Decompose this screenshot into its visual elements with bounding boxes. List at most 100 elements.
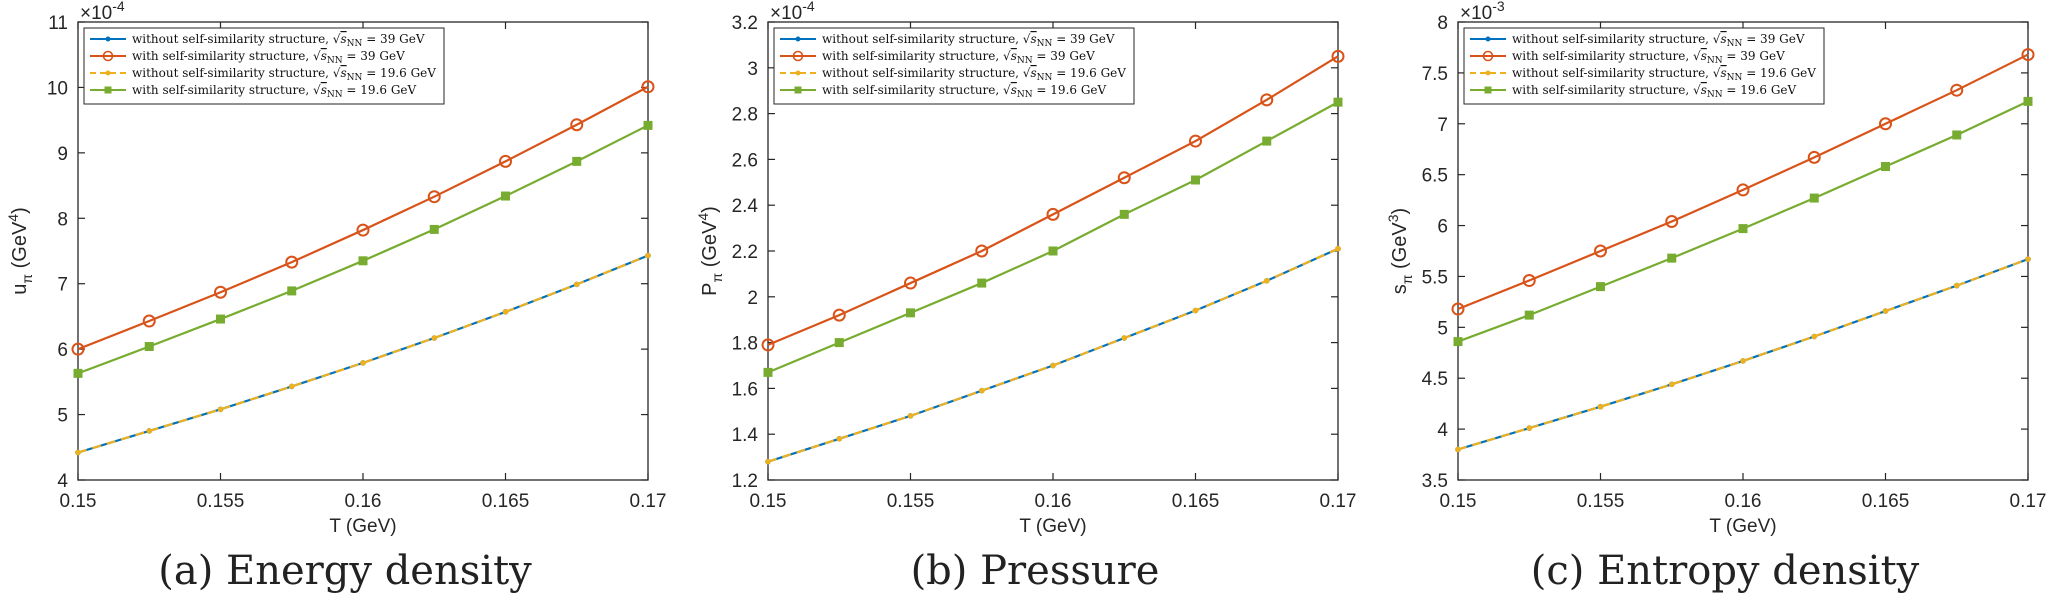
data-point: [1192, 307, 1199, 314]
y-tick-label: 8: [1437, 13, 1448, 34]
legend-marker: [104, 86, 112, 94]
caption-letter: (a): [158, 548, 214, 594]
data-point: [1738, 224, 1748, 234]
y-tick-label: 1.4: [732, 425, 759, 446]
data-point: [1597, 403, 1604, 410]
y-tick-label: 2.6: [732, 150, 758, 171]
data-point: [144, 342, 154, 352]
data-point: [761, 338, 775, 352]
data-point: [1191, 175, 1200, 185]
x-tick-label: 0.15: [750, 491, 787, 512]
y-tick-label: 5.5: [1422, 267, 1448, 288]
data-point: [356, 223, 370, 237]
legend-marker: [1485, 70, 1491, 76]
data-point: [645, 252, 651, 259]
data-point: [904, 276, 917, 290]
chart-entropy-density: 0.15 0.155 0.16 0.165 0.17 3.5 4 4.5 5 5.5 6 6.5 7 7.…: [1385, 0, 2047, 537]
data-point: [1881, 162, 1890, 172]
y-axis-exponent: ×10-4: [80, 0, 125, 24]
x-tick-label: 0.17: [630, 491, 667, 512]
data-point: [431, 335, 438, 341]
y-tick-label: 5: [1437, 318, 1448, 339]
data-point: [287, 286, 297, 296]
series-line-3: [77, 254, 649, 454]
legend-marker: [795, 70, 801, 76]
y-tick-label: 7: [57, 275, 68, 296]
legend-marker: [1482, 50, 1494, 62]
x-tick-label: 0.155: [887, 491, 935, 512]
x-axis-label: T (GeV): [329, 516, 396, 537]
y-axis-label: Pπ (GeV4): [695, 206, 725, 296]
legend-marker: [105, 70, 111, 76]
x-tick-label: 0.165: [1862, 491, 1910, 512]
data-point: [978, 387, 985, 394]
y-tick-label: 7: [1437, 115, 1448, 136]
data-point: [1950, 83, 1964, 97]
y-tick-label: 2.4: [732, 196, 759, 217]
x-tick-label: 0.15: [60, 491, 97, 512]
legend-entry: without self-similarity structure, √sNN …: [822, 66, 1126, 83]
y-tick-label: 5: [57, 406, 68, 427]
data-point: [1262, 136, 1272, 146]
data-point: [763, 367, 773, 377]
legend-box: [83, 27, 445, 105]
chart-panel-entropy-density: 0.15 0.155 0.16 0.165 0.17 3.5 4 4.5 5 5.5 6 6.5 7 7.…: [1380, 0, 2070, 605]
data-point: [1668, 381, 1675, 388]
legend-entry: with self-similarity structure, √sNN = 3…: [1512, 49, 1785, 66]
data-point: [1453, 337, 1463, 347]
data-point: [1451, 302, 1465, 316]
series-line-2: [1457, 53, 2029, 311]
data-point: [1740, 358, 1746, 364]
x-tick-label: 0.17: [1320, 491, 1357, 512]
legend-entry: with self-similarity structure, √sNN = 3…: [132, 49, 405, 66]
y-axis-exponent: ×10-4: [770, 0, 815, 24]
data-point: [836, 435, 843, 442]
y-tick-label: 4: [57, 471, 68, 492]
data-point: [1879, 117, 1892, 131]
legend-box: [1463, 27, 1825, 105]
legend-entry: without self-similarity structure, √sNN …: [1512, 66, 1816, 83]
data-point: [1119, 209, 1129, 219]
y-tick-label: 4: [1437, 420, 1448, 441]
legend-entry: without self-similarity structure, √sNN …: [132, 32, 425, 49]
caption-entropy-density: (c) Entropy density: [1380, 548, 2070, 594]
data-point: [1667, 253, 1677, 263]
y-tick-label: 1.6: [732, 379, 758, 400]
legend-entry: with self-similarity structure, √sNN = 1…: [822, 83, 1107, 100]
data-point: [1117, 171, 1131, 185]
data-point: [1596, 282, 1605, 292]
y-tick-label: 3: [747, 59, 758, 80]
data-point: [214, 285, 227, 299]
legend-entry: without self-similarity structure, √sNN …: [1512, 32, 1805, 49]
x-axis-label: T (GeV): [1019, 516, 1086, 537]
data-point: [570, 118, 584, 132]
data-point: [1263, 277, 1270, 284]
data-point: [216, 314, 225, 324]
legend-marker: [105, 36, 111, 42]
data-point: [832, 308, 846, 322]
data-point: [765, 458, 771, 465]
data-point: [1736, 183, 1750, 197]
y-tick-label: 1.2: [732, 471, 758, 492]
data-point: [358, 256, 368, 266]
y-tick-label: 3.5: [1422, 471, 1448, 492]
legend-marker: [792, 50, 804, 62]
y-tick-label: 4.5: [1422, 369, 1448, 390]
y-tick-label: 1.8: [732, 334, 758, 355]
data-point: [907, 413, 914, 419]
x-tick-label: 0.17: [2010, 491, 2047, 512]
data-point: [1594, 244, 1607, 258]
x-tick-label: 0.155: [1577, 491, 1625, 512]
chart-panel-energy-density: 0.15 0.155 0.16 0.165 0.17 4 5 6 7 8 9 10 11 ×10-4 T (…: [0, 0, 690, 605]
legend-marker: [1484, 86, 1492, 94]
y-axis-label: sπ (GeV3): [1385, 208, 1415, 294]
y-tick-label: 11: [48, 13, 68, 34]
y-tick-label: 8: [57, 209, 68, 230]
caption-letter: (b): [910, 548, 968, 594]
data-point: [1050, 362, 1056, 369]
legend-entry: without self-similarity structure, √sNN …: [132, 66, 436, 83]
legend-marker: [794, 86, 802, 94]
data-point: [71, 342, 85, 356]
data-point: [75, 449, 81, 456]
y-tick-label: 6.5: [1422, 166, 1448, 187]
